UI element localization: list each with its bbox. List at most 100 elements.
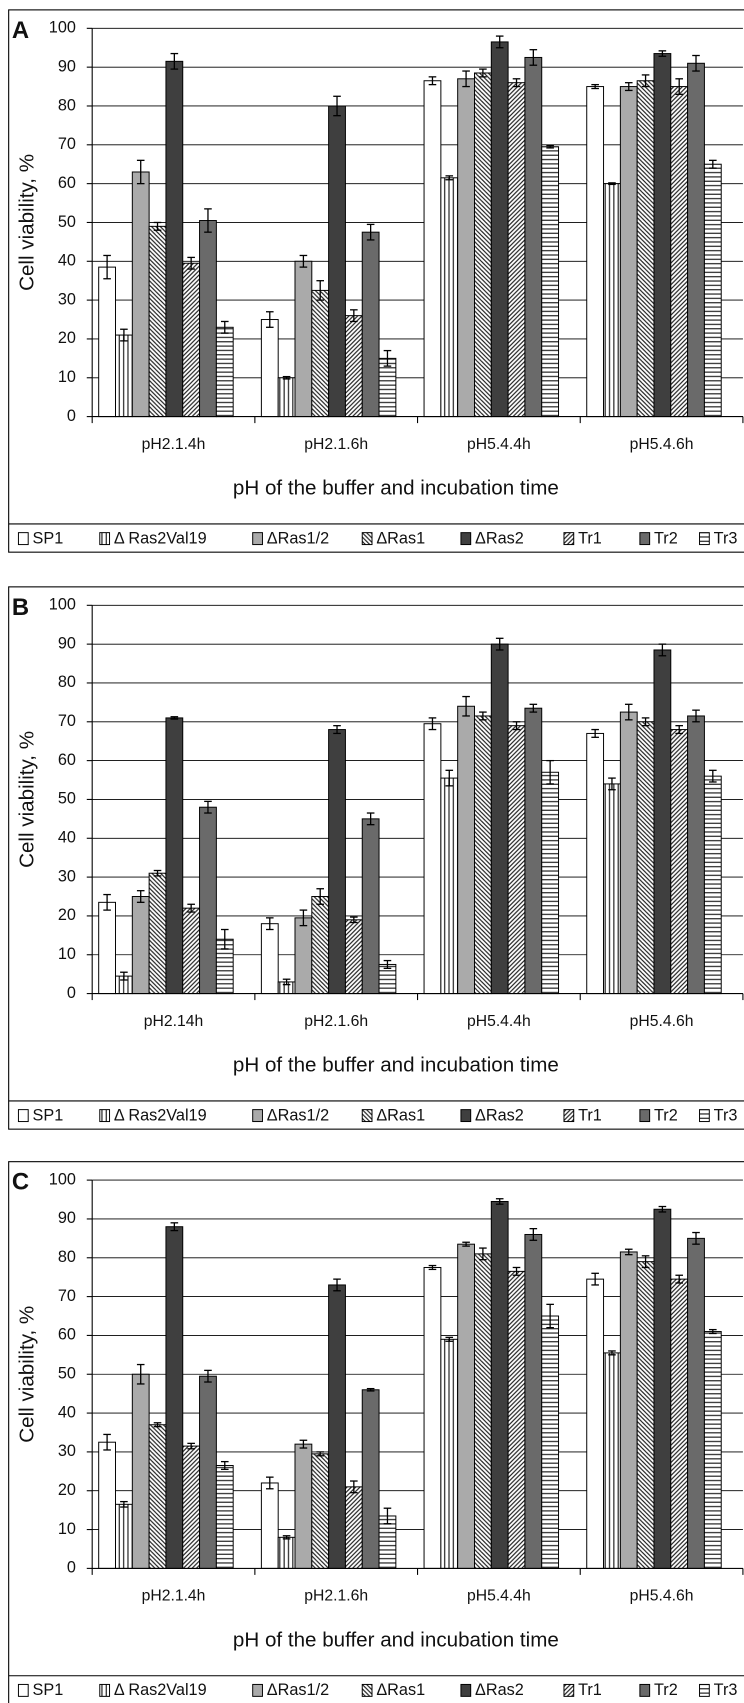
bar <box>653 1208 672 1569</box>
bar <box>215 326 234 418</box>
error-bar <box>170 1222 179 1232</box>
legend-label: Tr2 <box>654 529 678 547</box>
error-bar <box>120 971 128 981</box>
error-bar <box>591 1272 599 1286</box>
panel-label: C <box>12 1169 29 1196</box>
bar <box>311 289 330 418</box>
y-tick-label: 20 <box>58 1481 76 1499</box>
error-bar <box>316 888 325 905</box>
y-tick-label: 40 <box>58 1403 76 1421</box>
bar <box>474 72 492 418</box>
legend-label: Tr1 <box>578 529 602 547</box>
y-tick-label: 10 <box>58 368 76 386</box>
y-tick-label: 70 <box>58 135 76 153</box>
panel-frame <box>8 586 744 1130</box>
bar <box>328 105 346 418</box>
error-bar <box>153 1422 162 1428</box>
x-tick-label: pH2.1.6h <box>304 436 368 453</box>
legend-swatch <box>563 1109 575 1123</box>
bar <box>344 315 363 418</box>
x-tick-label: pH2.1.4h <box>142 436 206 453</box>
error-bar <box>495 637 504 651</box>
bar <box>524 1233 543 1569</box>
error-bar <box>479 1247 487 1261</box>
error-bar <box>103 893 111 911</box>
bar <box>361 1389 380 1569</box>
y-tick-label: 90 <box>58 1209 76 1227</box>
y-tick-label: 100 <box>49 596 76 614</box>
legend-swatch <box>460 1109 472 1123</box>
error-bar <box>265 311 274 328</box>
bar <box>182 262 201 418</box>
error-bar <box>692 54 700 72</box>
panel-frame <box>8 1161 744 1703</box>
bar <box>619 711 638 995</box>
chart-panel: C 0 10 20 30 40 50 60 70 80 90 100 pH2.1.4h pH2.1.6h p… <box>8 1161 744 1703</box>
bar <box>687 1237 705 1569</box>
y-tick-label: 60 <box>58 751 76 769</box>
error-bar <box>624 703 633 721</box>
x-tick-label: pH5.4.6h <box>630 1588 694 1605</box>
legend-label: SP1 <box>33 529 64 547</box>
bar <box>457 1243 475 1569</box>
legend-label: Δ Ras2Val19 <box>114 1106 207 1124</box>
legend-swatch <box>639 532 651 546</box>
error-bar <box>675 1274 683 1284</box>
panel-label: B <box>12 594 29 621</box>
y-tick-label: 100 <box>49 19 76 37</box>
bar <box>653 649 672 995</box>
bar <box>524 707 543 995</box>
error-bar <box>120 1500 128 1508</box>
bar <box>670 1278 689 1569</box>
bar <box>440 1338 459 1569</box>
bar <box>603 1352 621 1569</box>
y-tick-label: 10 <box>58 945 76 963</box>
legend-label: Tr2 <box>654 1106 678 1124</box>
bar <box>541 1315 560 1569</box>
bar <box>586 1278 605 1569</box>
legend-label: ΔRas2 <box>475 1106 524 1124</box>
x-tick-label: pH2.1.4h <box>142 1588 206 1605</box>
error-bar <box>316 280 325 301</box>
bar <box>115 1503 133 1569</box>
error-bar <box>529 49 538 66</box>
bar <box>182 907 201 995</box>
bar <box>294 260 313 418</box>
bar <box>148 1424 167 1569</box>
y-tick-label: 50 <box>58 790 76 808</box>
bar <box>260 1482 279 1569</box>
bar <box>687 715 705 995</box>
error-bar <box>333 1278 341 1292</box>
legend-label: SP1 <box>33 1681 64 1699</box>
error-bar <box>495 1198 504 1205</box>
error-bar <box>428 76 437 86</box>
error-bar <box>641 717 650 727</box>
error-bar <box>709 769 717 783</box>
bar <box>586 732 605 995</box>
bar <box>490 643 509 995</box>
error-bar <box>153 221 162 231</box>
y-tick-label: 90 <box>58 57 76 75</box>
legend-swatch <box>17 532 29 546</box>
bar <box>294 917 313 995</box>
y-axis-title: Cell viability, % <box>16 731 39 868</box>
legend-label: ΔRas2 <box>475 529 524 547</box>
error-bar <box>350 309 358 323</box>
y-tick-label: 50 <box>58 1365 76 1383</box>
bar <box>328 1284 346 1569</box>
bar <box>636 721 655 995</box>
legend-label: Δ Ras2Val19 <box>114 529 207 547</box>
legend-swatch <box>699 1683 710 1697</box>
y-tick-label: 80 <box>58 96 76 114</box>
x-tick-label: pH2.14h <box>144 1013 203 1030</box>
y-tick-label: 70 <box>58 1287 76 1305</box>
x-tick-label: pH2.1.6h <box>304 1588 368 1605</box>
bar <box>199 806 217 995</box>
bar <box>98 1441 116 1569</box>
error-bar <box>546 1303 554 1329</box>
error-bar <box>136 890 145 903</box>
error-bar <box>316 1451 325 1457</box>
legend-swatch <box>361 1683 373 1697</box>
error-bar <box>675 78 683 95</box>
bar <box>703 1331 722 1569</box>
